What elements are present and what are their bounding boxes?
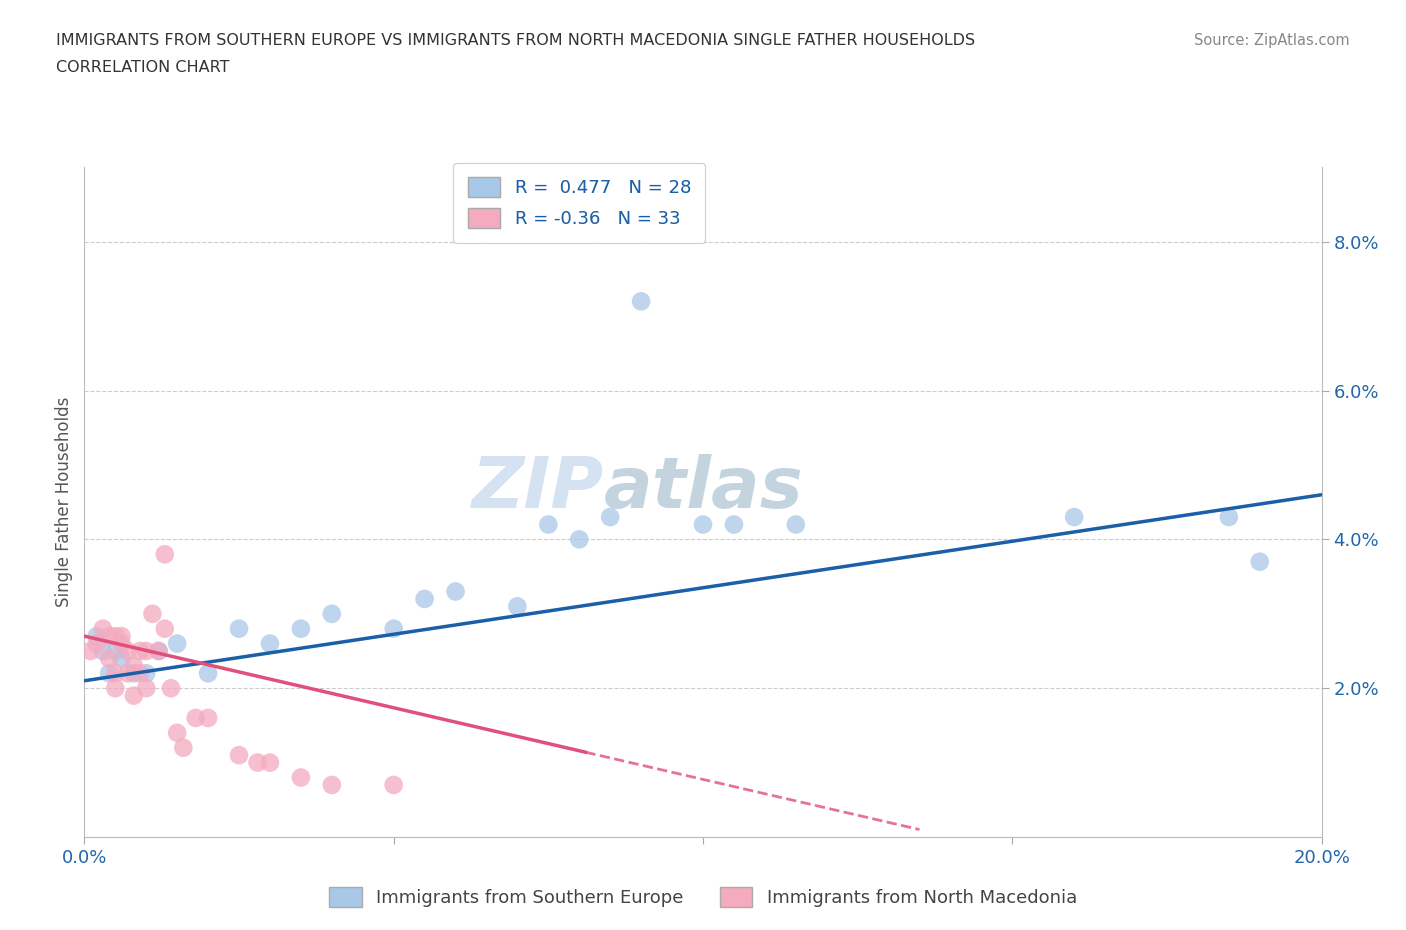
Point (135, 666, 157, 681)
Text: atlas: atlas (605, 455, 804, 524)
Y-axis label: Single Father Households: Single Father Households (55, 397, 73, 607)
Point (1063, 510, 1085, 525)
Point (153, 547, 176, 562)
Point (153, 621, 176, 636)
Point (148, 644, 170, 658)
Point (79, 644, 101, 658)
Point (290, 770, 312, 785)
Point (122, 688, 145, 703)
Point (172, 740, 194, 755)
Point (537, 517, 560, 532)
Point (166, 636, 188, 651)
Point (382, 777, 405, 792)
Point (117, 644, 139, 658)
Point (141, 606, 163, 621)
Point (86, 636, 108, 651)
Point (110, 636, 132, 651)
Point (104, 644, 127, 658)
Point (135, 681, 157, 696)
Point (110, 651, 132, 666)
Point (321, 777, 343, 792)
Point (444, 584, 467, 599)
Legend: R =  0.477   N = 28, R = -0.36   N = 33: R = 0.477 N = 28, R = -0.36 N = 33 (453, 163, 706, 243)
Text: Source: ZipAtlas.com: Source: ZipAtlas.com (1194, 33, 1350, 47)
Point (122, 666, 145, 681)
Point (104, 681, 127, 696)
Point (98, 629, 121, 644)
Point (692, 517, 714, 532)
Point (117, 666, 139, 681)
Point (290, 621, 312, 636)
Point (104, 666, 127, 681)
Point (382, 621, 405, 636)
Point (413, 591, 436, 606)
Point (228, 621, 250, 636)
Point (184, 711, 207, 725)
Point (1249, 554, 1271, 569)
Point (228, 748, 250, 763)
Point (91, 621, 114, 636)
Point (104, 629, 127, 644)
Point (166, 725, 188, 740)
Point (723, 517, 745, 532)
Point (129, 644, 152, 658)
Point (321, 606, 343, 621)
Point (785, 517, 807, 532)
Point (98, 666, 121, 681)
Point (129, 666, 152, 681)
Point (259, 636, 281, 651)
Point (246, 755, 269, 770)
Point (506, 599, 529, 614)
Point (135, 644, 157, 658)
Point (160, 681, 183, 696)
Text: ZIP: ZIP (472, 455, 605, 524)
Text: IMMIGRANTS FROM SOUTHERN EUROPE VS IMMIGRANTS FROM NORTH MACEDONIA SINGLE FATHER: IMMIGRANTS FROM SOUTHERN EUROPE VS IMMIG… (56, 33, 976, 47)
Text: CORRELATION CHART: CORRELATION CHART (56, 60, 229, 75)
Point (122, 658, 145, 673)
Point (568, 532, 591, 547)
Point (98, 651, 121, 666)
Point (110, 629, 132, 644)
Point (599, 510, 621, 525)
Point (259, 755, 281, 770)
Point (197, 711, 219, 725)
Point (86, 629, 108, 644)
Point (630, 294, 652, 309)
Point (1218, 510, 1240, 525)
Point (197, 666, 219, 681)
Legend: Immigrants from Southern Europe, Immigrants from North Macedonia: Immigrants from Southern Europe, Immigra… (321, 878, 1085, 916)
Point (148, 644, 170, 658)
Point (91, 644, 114, 658)
